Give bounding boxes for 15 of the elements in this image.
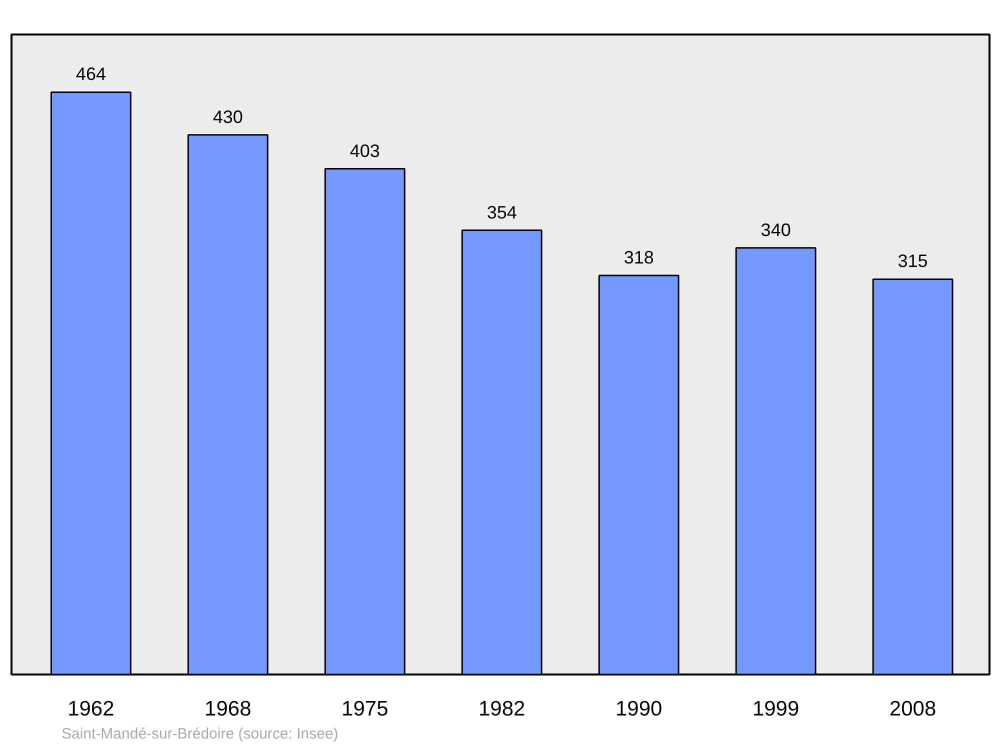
x-tick-label: 1975: [342, 698, 388, 720]
x-tick-label: 1982: [478, 698, 526, 720]
data-label: 403: [350, 140, 380, 161]
data-label: 318: [624, 247, 654, 268]
x-tick-label: 1968: [204, 698, 252, 720]
data-label: 315: [898, 251, 928, 272]
x-tick-label: 1999: [752, 698, 800, 720]
data-label: 354: [486, 202, 517, 222]
x-tick-label: 1990: [615, 698, 662, 720]
text: Saint-Mandé-sur-Brédoire (source: Insee): [62, 726, 338, 742]
x-tick-label: 1962: [68, 698, 114, 720]
data-label: 430: [212, 106, 243, 127]
x-tick-label: 2008: [889, 698, 936, 720]
data-label: 340: [760, 220, 791, 240]
data-label: 464: [76, 64, 106, 84]
